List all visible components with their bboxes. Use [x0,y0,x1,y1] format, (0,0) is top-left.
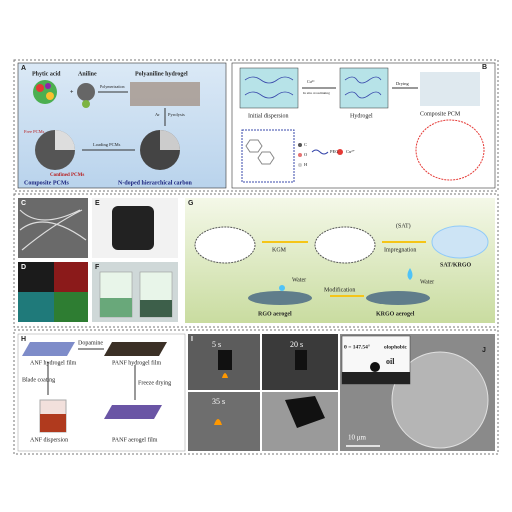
label: KRGO aerogel [376,311,415,317]
row-border [13,59,499,192]
svg-text:+: + [70,89,74,95]
label: (SAT) [396,222,411,229]
legend-label: H [304,162,308,167]
label: Phytic acid [32,71,61,77]
panel-label: A [21,65,26,72]
label: SAT/KRGO [440,262,472,268]
label: PANF hydrogel film [112,359,161,366]
row-border [13,329,499,455]
legend-label: PEG [330,149,339,154]
label: Confined PCMs [50,173,84,178]
panel-label: F [95,264,100,271]
label: Hydrogel [350,113,373,119]
label: ANF hydrogel film [30,359,77,366]
panels-cdef: C D E F [18,198,178,322]
panel-g: G KGM (SAT) Impregnation SAT/KRGO Water … [185,198,495,323]
label: Blade coating [22,377,55,383]
label: Free PCMs [24,129,45,134]
label: RGO aerogel [258,311,292,317]
panel-label: H [21,336,26,343]
panel-label: B [482,64,487,71]
label: Ar [155,112,160,117]
label: Cu²⁺ [307,79,315,84]
label: Water [420,279,434,285]
label: Composite PCMs [24,180,69,186]
scale-bar: 10 μm [348,434,367,442]
row-border [13,193,499,328]
label: In situ crosslinking [303,91,330,95]
panel-j: J θ = 147.54° olophobic oil 10 μm [340,334,495,451]
legend-label: O [304,152,308,157]
panel-label: J [482,347,486,354]
legend-label: Cu²⁺ [346,149,356,154]
label: Polymerization [100,84,124,89]
time-label: 5 s [212,340,221,349]
label: Water [292,277,306,283]
time-label: 35 s [212,397,225,406]
panel-label: G [188,200,194,207]
label: PANF aerogel film [112,436,158,443]
label: N-doped hierarchical carbon [118,180,193,186]
panel-label: I [191,336,193,343]
panel-h: H ANF hydrogel film Dopamine PANF hydrog… [17,333,186,452]
label: oil [386,357,395,366]
label: Composite PCM [420,111,461,117]
panel-label: C [21,200,26,207]
panel-b: B Cu²⁺ In situ crosslinking Drying Initi… [231,62,496,189]
panel-i: I 5 s 20 s 35 s [188,334,338,451]
label: Drying [396,81,409,86]
panel-label: D [21,264,26,271]
label: Aniline [78,71,97,77]
label: ANF dispersion [30,437,68,443]
time-label: 20 s [290,340,303,349]
panel-a: + A Phytic acid Aniline Polyaniline hydr… [17,62,227,189]
panel-label: E [95,200,100,207]
label: Impregnation [384,247,416,253]
label: Dopamine [78,340,103,346]
label: Freeze drying [138,380,171,386]
label: olophobic [384,344,407,350]
label: Loading PCMs [93,142,121,147]
label: Initial dispersion [248,113,289,119]
label: Polyaniline hydrogel [135,71,188,77]
label: Modification [324,286,355,293]
label: KGM [272,247,287,253]
contact-angle: θ = 147.54° [344,343,370,350]
label: Pyrolysis [168,112,185,117]
legend-label: C [304,142,307,147]
